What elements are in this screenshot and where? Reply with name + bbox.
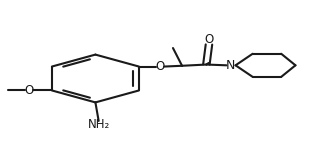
Text: O: O <box>155 60 164 73</box>
Text: O: O <box>25 84 34 97</box>
Text: NH₂: NH₂ <box>88 118 110 131</box>
Text: O: O <box>204 33 214 46</box>
Text: N: N <box>226 59 235 72</box>
